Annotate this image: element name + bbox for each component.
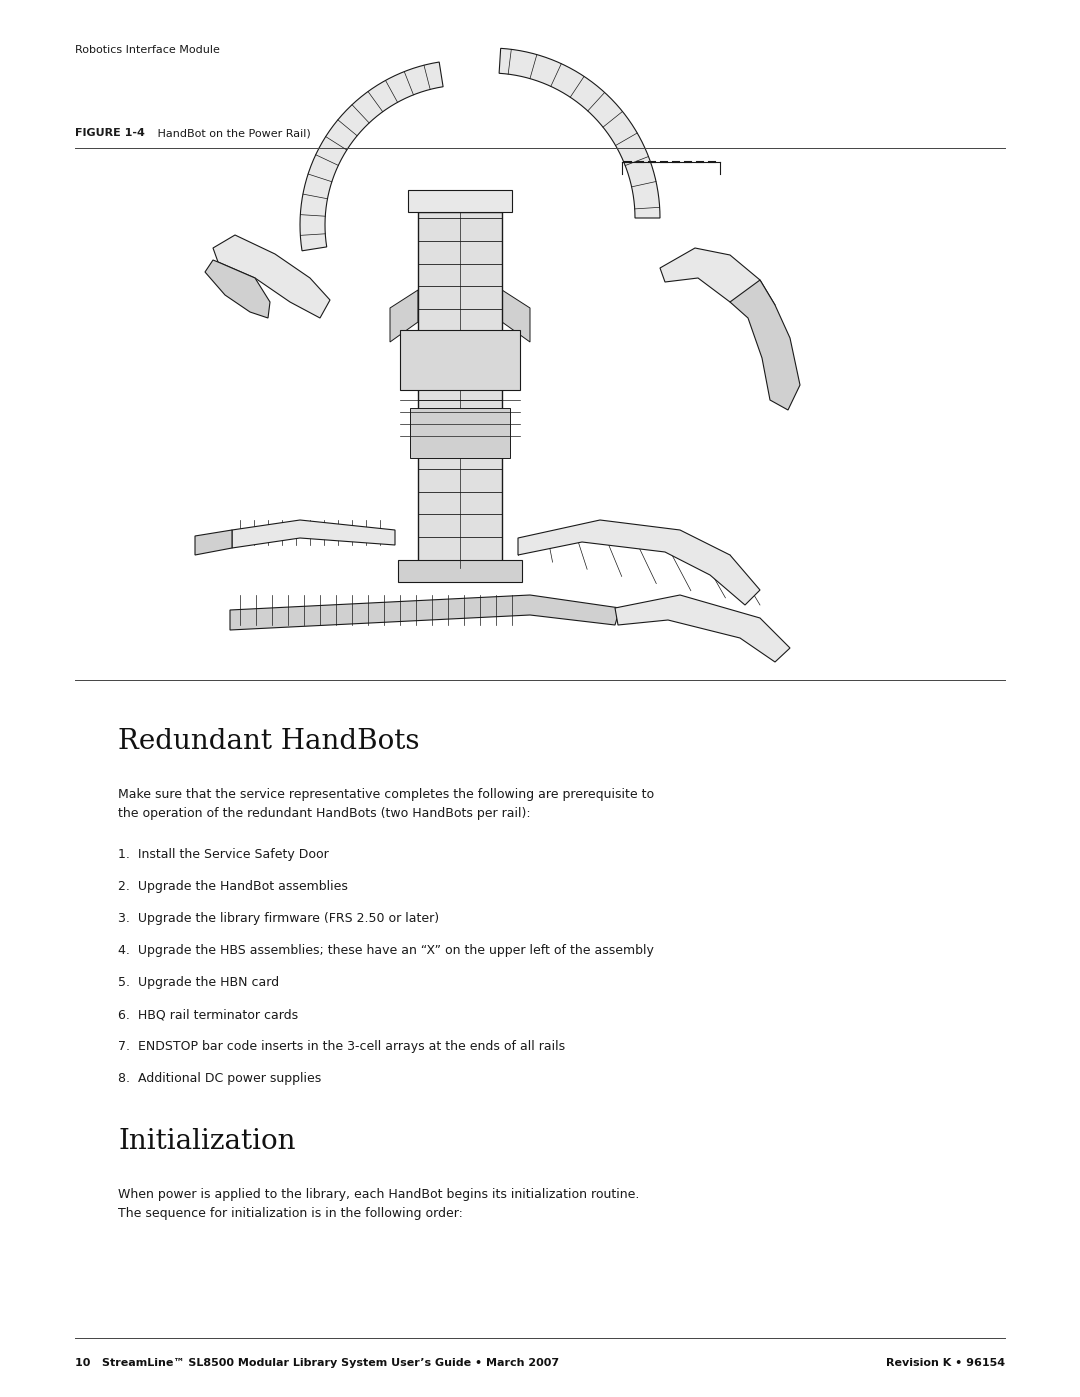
FancyBboxPatch shape — [408, 190, 512, 212]
Text: 2.  Upgrade the HandBot assemblies: 2. Upgrade the HandBot assemblies — [118, 880, 348, 893]
Text: 3.  Upgrade the library firmware (FRS 2.50 or later): 3. Upgrade the library firmware (FRS 2.5… — [118, 912, 440, 925]
Polygon shape — [232, 520, 395, 548]
Text: Robotics Interface Module: Robotics Interface Module — [75, 45, 220, 54]
Text: 5.  Upgrade the HBN card: 5. Upgrade the HBN card — [118, 977, 279, 989]
Text: 7.  ENDSTOP bar code inserts in the 3-cell arrays at the ends of all rails: 7. ENDSTOP bar code inserts in the 3-cel… — [118, 1039, 565, 1053]
Polygon shape — [502, 291, 530, 342]
FancyBboxPatch shape — [399, 560, 522, 583]
Text: When power is applied to the library, each HandBot begins its initialization rou: When power is applied to the library, ea… — [118, 1187, 639, 1220]
Polygon shape — [499, 49, 660, 218]
Text: Make sure that the service representative completes the following are prerequisi: Make sure that the service representativ… — [118, 788, 654, 820]
Polygon shape — [518, 520, 760, 605]
FancyBboxPatch shape — [418, 212, 502, 569]
Polygon shape — [390, 291, 418, 342]
Polygon shape — [230, 595, 620, 630]
Text: Initialization: Initialization — [118, 1127, 296, 1155]
Text: 8.  Additional DC power supplies: 8. Additional DC power supplies — [118, 1071, 321, 1085]
Text: 6.  HBQ rail terminator cards: 6. HBQ rail terminator cards — [118, 1009, 298, 1021]
Text: 1.  Install the Service Safety Door: 1. Install the Service Safety Door — [118, 848, 328, 861]
Text: Redundant HandBots: Redundant HandBots — [118, 728, 419, 754]
Polygon shape — [213, 235, 330, 319]
FancyBboxPatch shape — [410, 408, 510, 458]
Polygon shape — [300, 61, 443, 251]
Polygon shape — [615, 595, 789, 662]
Polygon shape — [205, 260, 270, 319]
Polygon shape — [730, 279, 800, 409]
Text: HandBot on the Power Rail): HandBot on the Power Rail) — [147, 129, 311, 138]
Text: Revision K • 96154: Revision K • 96154 — [886, 1358, 1005, 1368]
Text: 4.  Upgrade the HBS assemblies; these have an “X” on the upper left of the assem: 4. Upgrade the HBS assemblies; these hav… — [118, 944, 653, 957]
FancyBboxPatch shape — [400, 330, 519, 390]
Text: 10   StreamLine™ SL8500 Modular Library System User’s Guide • March 2007: 10 StreamLine™ SL8500 Modular Library Sy… — [75, 1358, 559, 1368]
Polygon shape — [195, 529, 232, 555]
Polygon shape — [660, 249, 775, 320]
Text: FIGURE 1-4: FIGURE 1-4 — [75, 129, 145, 138]
